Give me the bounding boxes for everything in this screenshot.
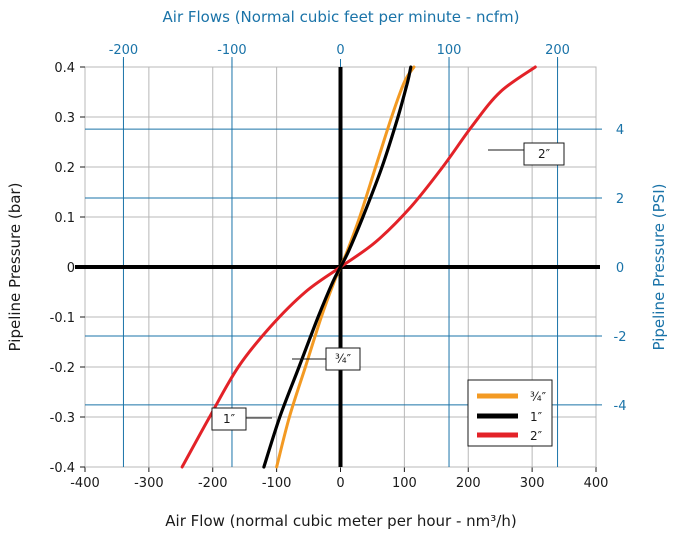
y-tick-label: 0.3 <box>54 111 75 126</box>
y-tick-label: 0.4 <box>54 61 75 76</box>
callout-2inch: 2″ <box>488 142 565 166</box>
callout-three-quarter-label: ¾″ <box>335 352 352 366</box>
x-tick-label: 200 <box>456 476 481 491</box>
x-tick-label: 0 <box>336 476 344 491</box>
x2-tick-label: -200 <box>109 43 139 58</box>
x2-tick-label: 100 <box>437 43 462 58</box>
legend: ¾″ 1″ 2″ <box>467 379 553 447</box>
x2-axis-title: Air Flows (Normal cubic feet per minute … <box>163 8 520 26</box>
y2-tick-label: 4 <box>616 123 624 138</box>
y2-tick-label: -4 <box>614 399 627 414</box>
x-tick-label: 400 <box>584 476 609 491</box>
x-axis-title: Air Flow (normal cubic meter per hour - … <box>165 512 516 530</box>
series-layer <box>180 65 537 469</box>
legend-label-three-quarter: ¾″ <box>530 390 547 404</box>
x2-tick-label: -100 <box>217 43 247 58</box>
tick-labels: -400 -300 -200 -100 0 100 200 300 400-0.4-0.3-0.… <box>50 43 627 491</box>
x-tick-label: 300 <box>520 476 545 491</box>
x-tick-label: 100 <box>392 476 417 491</box>
x-tick-label: -200 <box>198 476 228 491</box>
series-line-1 <box>262 65 413 469</box>
callout-1inch-label: 1″ <box>223 412 236 426</box>
series-line-2 <box>180 65 537 469</box>
x-tick-label: -300 <box>134 476 164 491</box>
x-tick-label: -100 <box>262 476 292 491</box>
y-tick-label: -0.3 <box>50 411 75 426</box>
callout-1inch: 1″ <box>211 407 272 431</box>
y-axis-title: Pipeline Pressure (bar) <box>6 183 24 352</box>
y2-tick-label: 2 <box>616 192 624 207</box>
y2-tick-label: 0 <box>616 261 624 276</box>
y2-tick-label: -2 <box>614 330 627 345</box>
y2-axis-title: Pipeline Pressure (PSI) <box>650 184 668 351</box>
y-tick-label: 0 <box>67 261 75 276</box>
legend-label-1inch: 1″ <box>530 410 543 424</box>
legend-label-2inch: 2″ <box>530 429 543 443</box>
callout-three-quarter-inch: ¾″ <box>292 347 361 371</box>
x2-tick-label: 200 <box>545 43 570 58</box>
callout-2inch-label: 2″ <box>538 147 551 161</box>
y-tick-label: -0.1 <box>50 311 75 326</box>
x-tick-label: -400 <box>70 476 100 491</box>
y-tick-label: 0.2 <box>54 161 75 176</box>
y-tick-label: 0.1 <box>54 211 75 226</box>
y-tick-label: -0.4 <box>50 461 75 476</box>
x2-tick-label: 0 <box>336 43 344 58</box>
y-tick-label: -0.2 <box>50 361 75 376</box>
